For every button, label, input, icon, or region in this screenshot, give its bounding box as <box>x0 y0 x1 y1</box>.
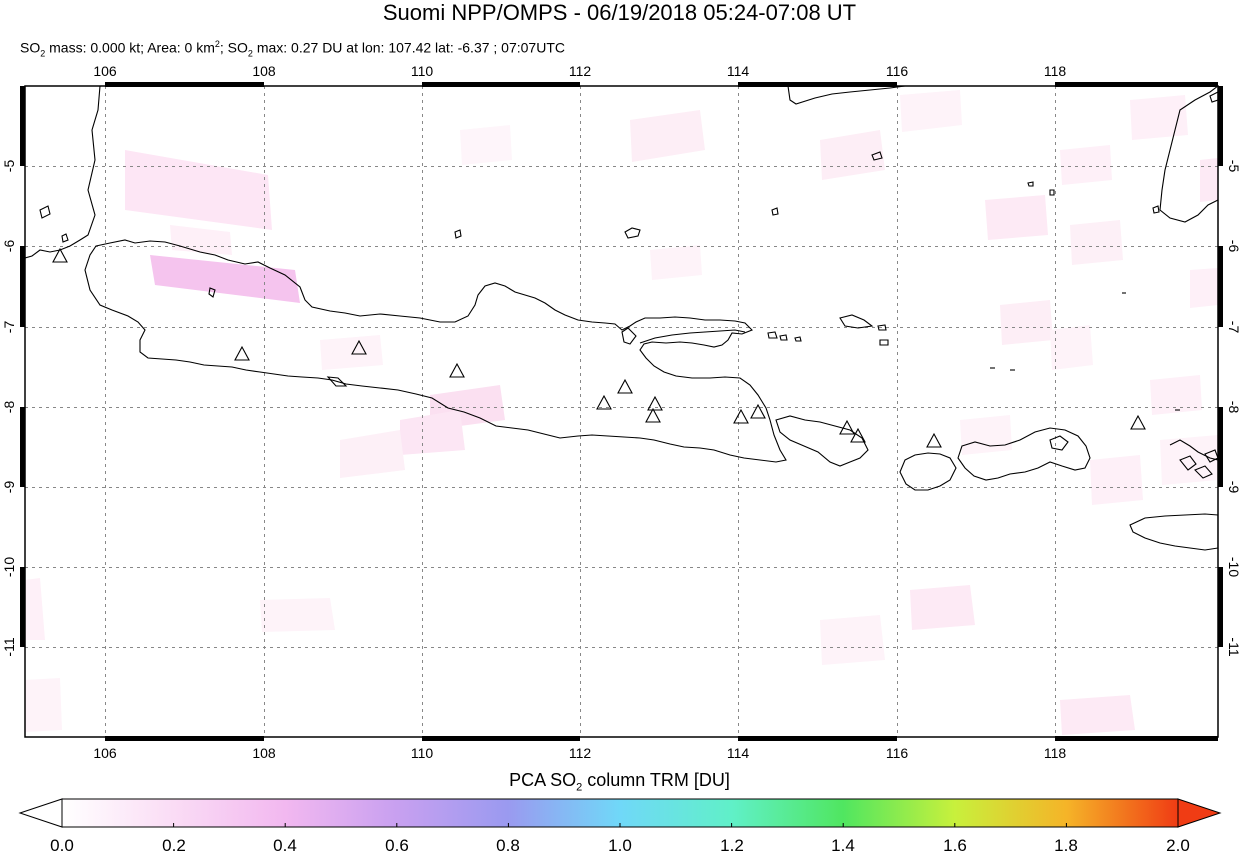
lon-tick-label: 114 <box>727 745 750 760</box>
lon-tick-label: 116 <box>886 745 909 760</box>
colorbar-tick-label: 2.0 <box>1166 836 1190 855</box>
volcano-marker <box>839 419 855 435</box>
lon-tick-label: 112 <box>569 63 592 79</box>
volcano-marker <box>351 339 367 355</box>
lat-tick-label: -6 <box>1 240 17 253</box>
colorbar-labels: 0.0 0.2 0.4 0.6 0.8 1.0 1.2 1.4 1.6 1.8 … <box>0 836 1239 855</box>
colorbar-tick-label: 1.4 <box>831 836 855 855</box>
lon-tick-label: 118 <box>1044 63 1067 79</box>
colorbar-gradient <box>61 798 1179 828</box>
lat-tick-label: -7 <box>1 321 17 334</box>
lat-tick-label: -10 <box>1 557 17 577</box>
lat-tick-label: -9 <box>1226 481 1239 494</box>
lon-tick-label: 108 <box>252 745 276 760</box>
colorbar-tick-label: 1.0 <box>608 836 632 855</box>
colorbar-tick-label: 0.6 <box>385 836 409 855</box>
so2-summary: SO2 mass: 0.000 kt; Area: 0 km2; SO2 max… <box>20 39 565 59</box>
lat-tick-label: -5 <box>1 160 17 173</box>
coastlines <box>25 86 1218 551</box>
lat-tick-label: -7 <box>1226 321 1239 334</box>
volcano-marker <box>850 427 866 443</box>
volcano-markers <box>52 247 1146 448</box>
volcano-marker <box>926 432 942 448</box>
top-lon-labels: 106 108 110 112 114 116 118 <box>93 63 1066 79</box>
lon-tick-label: 106 <box>93 745 117 760</box>
lat-tick-label: -8 <box>1 401 17 414</box>
colorbar-min-arrow <box>18 798 63 828</box>
lon-tick-label: 108 <box>252 63 276 79</box>
volcano-marker <box>645 407 661 423</box>
lat-tick-label: -8 <box>1226 401 1239 414</box>
volcano-marker <box>234 345 250 361</box>
colorbar-title: PCA SO2 column TRM [DU] <box>509 770 730 794</box>
lat-tick-label: -6 <box>1226 240 1239 253</box>
colorbar-tick-label: 1.6 <box>943 836 967 855</box>
volcano-marker <box>449 362 465 378</box>
map-title: Suomi NPP/OMPS - 06/19/2018 05:24-07:08 … <box>382 0 857 25</box>
lon-tick-label: 116 <box>886 63 909 79</box>
lon-tick-label: 118 <box>1044 745 1067 760</box>
colorbar-tick-label: 0.8 <box>496 836 520 855</box>
colorbar-tick-label: 0.0 <box>50 836 74 855</box>
colorbar-tick-label: 1.2 <box>720 836 744 855</box>
volcano-marker <box>647 395 663 411</box>
volcano-marker <box>617 378 633 394</box>
volcano-marker <box>750 403 766 419</box>
volcano-marker <box>1130 414 1146 430</box>
so2-pixels <box>25 90 1218 735</box>
lon-tick-label: 110 <box>411 745 434 760</box>
lon-tick-label: 106 <box>93 63 117 79</box>
volcano-marker <box>596 394 612 410</box>
graticule <box>25 86 1218 737</box>
colorbar-tick-label: 0.4 <box>273 836 297 855</box>
bottom-lon-labels: 106 108 110 112 114 116 118 <box>93 745 1066 760</box>
lat-tick-label: -5 <box>1226 160 1239 173</box>
so2-map: 106 108 110 112 114 116 118 106 108 110 … <box>1 63 1239 760</box>
map-border-bars <box>20 82 1223 741</box>
volcano-marker <box>733 408 749 424</box>
lat-tick-label: -9 <box>1 481 17 494</box>
lon-tick-label: 112 <box>569 745 592 760</box>
colorbar-max-arrow <box>1177 798 1222 828</box>
colorbar-tick-label: 0.2 <box>162 836 186 855</box>
lon-tick-label: 114 <box>727 63 750 79</box>
lat-tick-label: -10 <box>1226 557 1239 577</box>
right-lat-labels: -5 -6 -7 -8 -9 -10 -11 <box>1226 160 1239 657</box>
lat-tick-label: -11 <box>1 637 17 656</box>
left-lat-labels: -5 -6 -7 -8 -9 -10 -11 <box>1 160 17 657</box>
colorbar-tick-label: 1.8 <box>1054 836 1078 855</box>
colorbar-ticks <box>61 823 1179 827</box>
lat-tick-label: -11 <box>1226 637 1239 656</box>
colorbar <box>18 798 1222 828</box>
lon-tick-label: 110 <box>411 63 434 79</box>
volcano-marker <box>52 247 68 263</box>
